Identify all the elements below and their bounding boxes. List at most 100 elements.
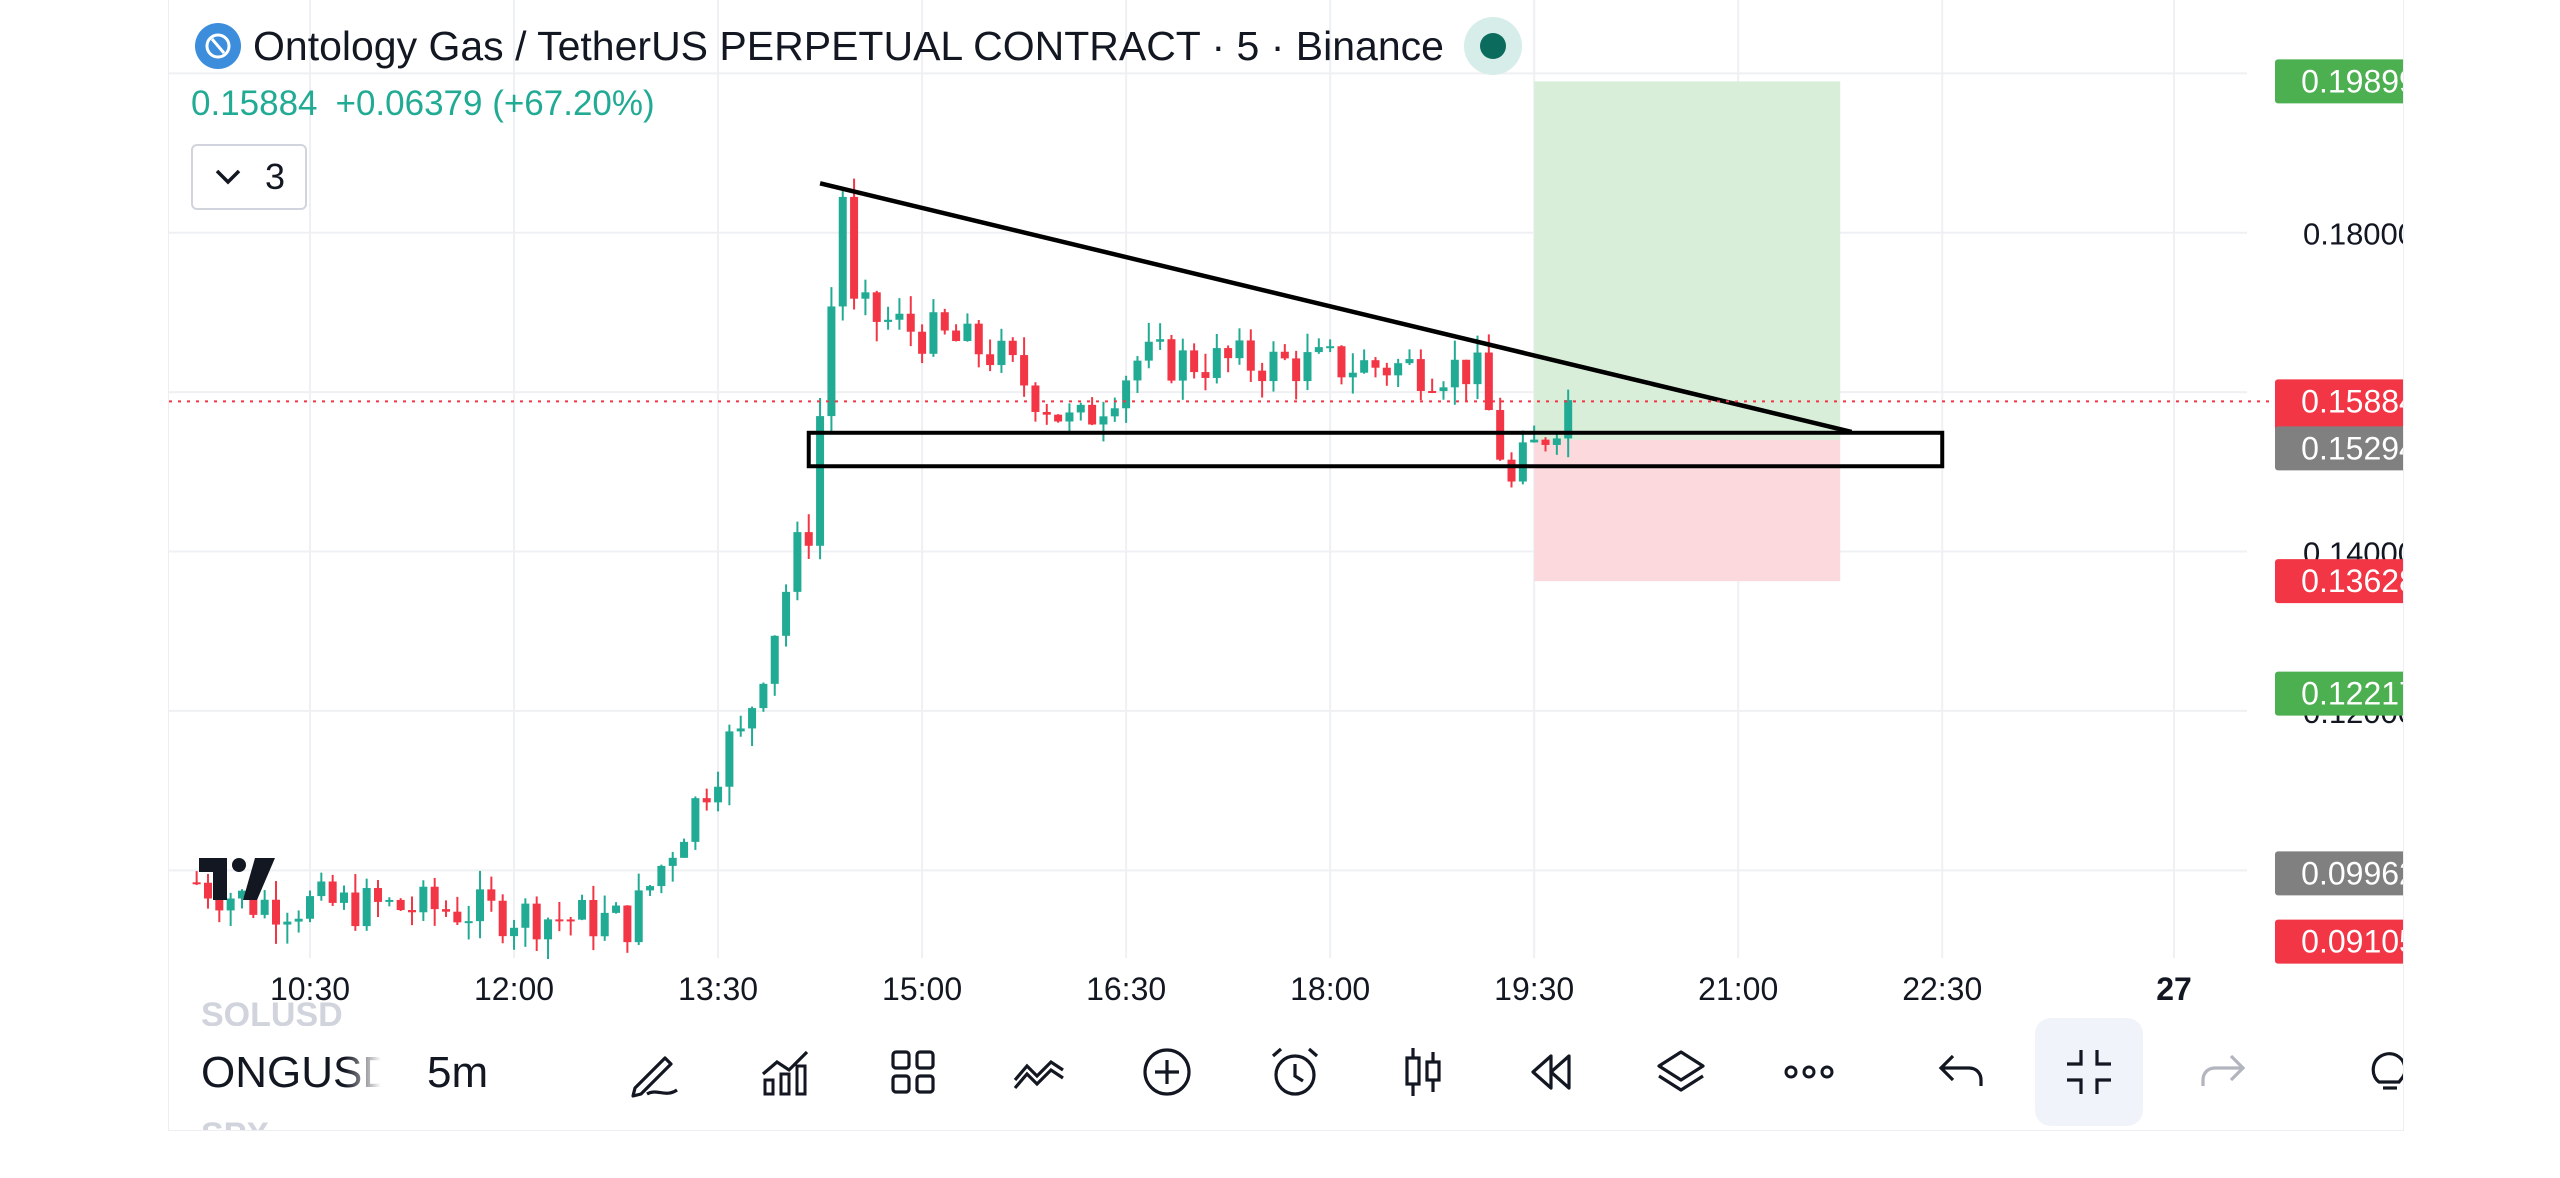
candle-body — [929, 312, 938, 354]
candle-body — [532, 903, 541, 940]
price-tag-bg — [2275, 559, 2403, 604]
candle — [1133, 356, 1142, 393]
candle-body — [306, 896, 314, 919]
compare-icon[interactable] — [1007, 1040, 1071, 1104]
candle — [1167, 335, 1176, 384]
candle-body — [884, 319, 893, 322]
price-tag-bg — [2275, 851, 2403, 896]
candle-body — [1394, 363, 1403, 376]
price-tag-label: 0.12217 — [2301, 676, 2403, 712]
candle-body — [464, 921, 473, 924]
price-change: +0.06379 (+67.20%) — [335, 84, 655, 123]
candle — [680, 838, 689, 858]
candle-body — [838, 196, 847, 307]
candle-body — [1382, 367, 1391, 376]
candle — [646, 885, 655, 896]
market-status-icon[interactable] — [1463, 17, 1522, 75]
candle-body — [1269, 351, 1278, 382]
candle — [838, 186, 847, 321]
candle-body — [1099, 416, 1108, 425]
candle — [804, 514, 813, 559]
symbol-next[interactable]: SPX — [201, 1116, 381, 1130]
x-tick-label: 18:00 — [1290, 971, 1370, 1007]
candle-body — [793, 532, 802, 592]
symbol-prev[interactable]: SOLUSD — [201, 996, 343, 1026]
candle-body — [736, 728, 745, 732]
candles — [192, 178, 1573, 960]
x-tick-label: 10:30 — [270, 971, 350, 1007]
trend-line — [819, 181, 1853, 435]
redo-icon[interactable] — [2191, 1040, 2255, 1104]
candle-body — [283, 921, 292, 925]
candle — [1122, 375, 1131, 423]
x-tick-label: 21:00 — [1698, 971, 1778, 1007]
candle-body — [1371, 360, 1380, 368]
candle-body — [1416, 359, 1425, 391]
candle — [1144, 322, 1153, 369]
candle-body — [952, 330, 961, 341]
symbol-title[interactable]: Ontology Gas / TetherUS PERPETUAL CONTRA… — [253, 22, 1444, 69]
interval-selector[interactable]: 5m — [427, 1048, 489, 1097]
candle — [340, 885, 349, 910]
candle — [1280, 344, 1289, 361]
symbol-current[interactable]: ONGUSDT — [201, 1048, 381, 1097]
candle — [1496, 397, 1505, 461]
indicators-icon[interactable] — [753, 1040, 817, 1104]
candle-body — [1326, 346, 1335, 349]
candle-body — [997, 340, 1006, 366]
x-tick-label: 15:00 — [882, 971, 962, 1007]
price-tag: 0.19899 — [2275, 59, 2403, 104]
candle — [997, 328, 1006, 373]
candle-body — [260, 899, 269, 915]
candle-body — [249, 890, 258, 915]
candle — [1416, 349, 1425, 401]
fullscreen-exit-icon[interactable] — [2035, 1018, 2143, 1126]
candle-body — [442, 909, 451, 912]
indicators-toggle-button[interactable]: 3 — [191, 144, 307, 210]
candle-body — [1144, 341, 1153, 361]
more-icon[interactable] — [1777, 1040, 1841, 1104]
price-tag-label: 0.09962 — [2301, 855, 2403, 891]
candle-body — [521, 903, 530, 928]
indicators-count: 3 — [264, 156, 286, 197]
candle-body — [748, 708, 757, 729]
brush-icon[interactable] — [623, 1040, 687, 1104]
tradingview-logo-icon — [197, 854, 279, 909]
price-tag: 0.13628 — [2275, 559, 2403, 604]
candle-body — [340, 892, 349, 903]
candle — [1428, 378, 1437, 394]
candle-body — [1280, 351, 1289, 359]
layout-grid-icon[interactable] — [881, 1040, 945, 1104]
candle-body — [555, 919, 564, 922]
candle-body — [374, 888, 383, 902]
candle-body — [453, 911, 462, 923]
alert-icon[interactable] — [1263, 1040, 1327, 1104]
candle-body — [963, 323, 972, 341]
candle-body — [600, 912, 609, 937]
candle — [1042, 403, 1051, 425]
layers-icon[interactable] — [1649, 1040, 1713, 1104]
candle — [555, 901, 564, 932]
candle-body — [566, 919, 575, 922]
candle — [793, 521, 802, 601]
candle — [782, 584, 791, 647]
candle — [1314, 338, 1323, 354]
replay-icon[interactable] — [1519, 1040, 1583, 1104]
candle-body — [226, 898, 235, 911]
bulb-icon[interactable] — [2355, 1040, 2403, 1104]
candle — [1008, 337, 1017, 362]
candle-type-icon[interactable] — [1391, 1040, 1455, 1104]
candle-body — [1518, 442, 1527, 482]
add-icon[interactable] — [1135, 1040, 1199, 1104]
candle-body — [1167, 339, 1176, 381]
candle — [1235, 328, 1244, 365]
candle-body — [578, 899, 587, 920]
candle-body — [1507, 459, 1516, 482]
candle-body — [1065, 412, 1074, 422]
candle — [748, 706, 757, 747]
candle — [1099, 401, 1108, 442]
undo-icon[interactable] — [1929, 1040, 1993, 1104]
candle-body — [1042, 411, 1051, 415]
price-tag-label: 0.13628 — [2301, 563, 2403, 599]
price-chart[interactable]: 0.180000.140000.120000.198990.1588402:29… — [169, 0, 2403, 1010]
